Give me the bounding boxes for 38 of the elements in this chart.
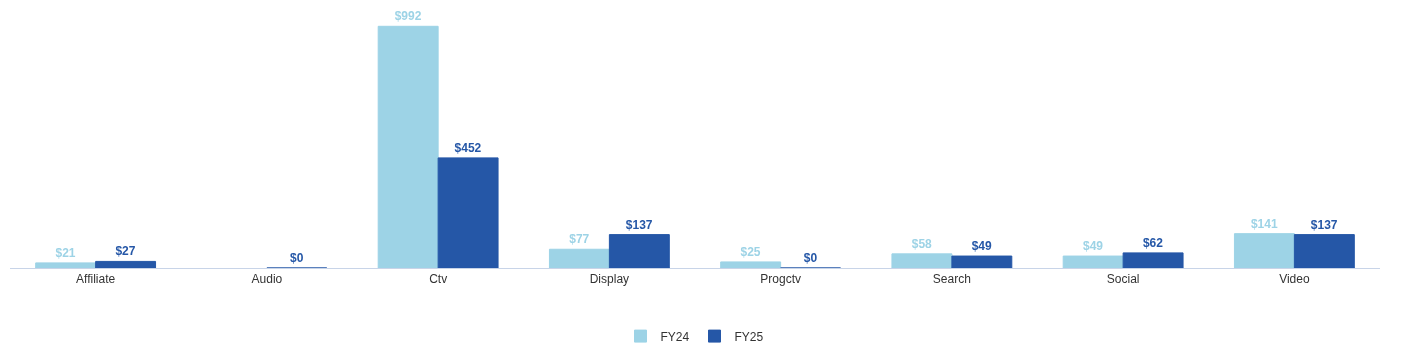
data-label: $452 (454, 140, 482, 155)
data-label: $992 (394, 9, 422, 24)
data-label: $21 (55, 245, 76, 260)
x-tick-label: Affiliate (76, 272, 116, 287)
legend-label: FY24 (660, 329, 690, 344)
bar (1122, 252, 1184, 268)
data-label: $25 (740, 244, 761, 259)
bar (95, 260, 157, 268)
data-label: $0 (803, 251, 818, 265)
data-label: $49 (1082, 239, 1104, 254)
x-tick-label: Search (932, 272, 971, 287)
data-label: $62 (1142, 235, 1164, 250)
bar (1062, 255, 1124, 268)
data-label: $137 (1310, 217, 1338, 232)
bar (1293, 234, 1355, 268)
bar (377, 25, 439, 268)
bar (548, 248, 610, 268)
data-label: $137 (625, 217, 653, 232)
bar (1233, 233, 1295, 268)
legend-label: FY25 (734, 329, 764, 344)
bar (608, 234, 670, 268)
bar (437, 157, 499, 268)
bar (35, 262, 97, 268)
x-tick-label: Audio (251, 272, 283, 287)
bar (891, 253, 953, 268)
x-tick-label: Social (1106, 272, 1140, 287)
x-tick-label: Video (1279, 272, 1310, 287)
bar (720, 261, 782, 268)
x-tick-label: Display (589, 272, 630, 287)
data-label: $77 (569, 232, 590, 247)
data-label: $0 (290, 251, 304, 265)
data-label: $141 (1250, 216, 1278, 231)
bar (951, 255, 1013, 268)
x-tick-label: Ctv (429, 272, 448, 287)
data-label: $27 (115, 244, 136, 259)
data-label: $49 (971, 239, 993, 254)
x-tick-label: Progctv (760, 272, 801, 287)
data-label: $58 (911, 236, 933, 251)
